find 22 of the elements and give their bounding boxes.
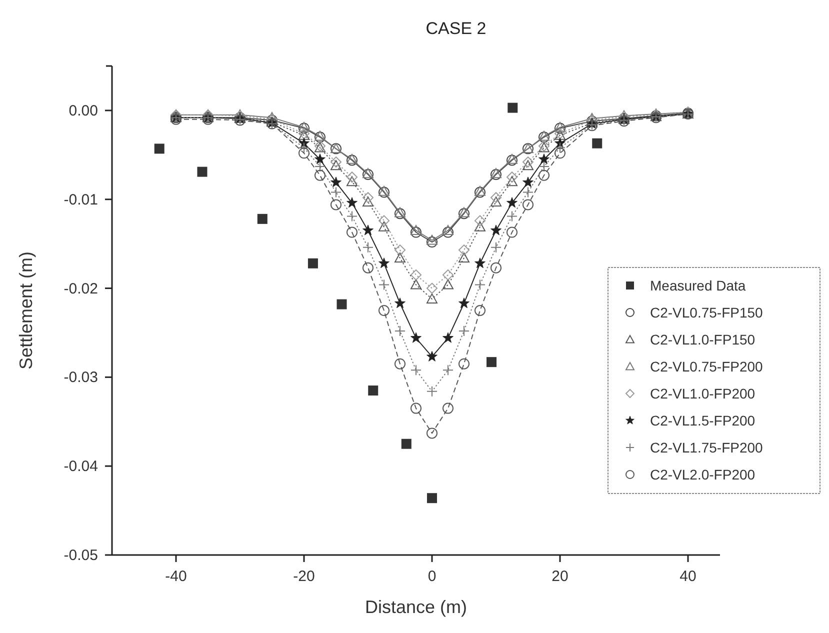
legend-label: C2-VL1.75-FP200 — [650, 440, 764, 456]
y-tick-label: -0.05 — [64, 547, 98, 564]
y-tick-label: -0.02 — [64, 280, 98, 298]
chart-title: CASE 2 — [426, 19, 486, 38]
x-axis-title: Distance (m) — [364, 597, 468, 617]
legend-label: C2-VL0.75-FP200 — [650, 358, 764, 374]
x-tick-label: 20 — [552, 568, 568, 585]
x-tick-label: 40 — [680, 568, 696, 585]
legend-label: C2-VL0.75-FP150 — [650, 304, 764, 320]
x-tick-label: 0 — [428, 568, 436, 585]
legend-label: C2-VL2.0-FP200 — [650, 466, 756, 482]
y-tick-label: 0.00 — [68, 102, 98, 120]
legend-label: C2-VL1.5-FP200 — [650, 412, 756, 428]
legend-label: Measured Data — [650, 278, 746, 294]
legend-label: C2-VL1.0-FP200 — [650, 386, 756, 402]
y-tick-label: -0.04 — [64, 458, 98, 476]
y-tick-label: -0.03 — [64, 369, 98, 386]
x-tick-label: -20 — [293, 568, 315, 585]
y-tick-label: -0.01 — [64, 191, 98, 208]
y-axis-title: Settlement (m) — [16, 251, 36, 370]
legend-label: C2-VL1.0-FP150 — [650, 332, 756, 348]
x-tick-label: -40 — [165, 568, 187, 585]
